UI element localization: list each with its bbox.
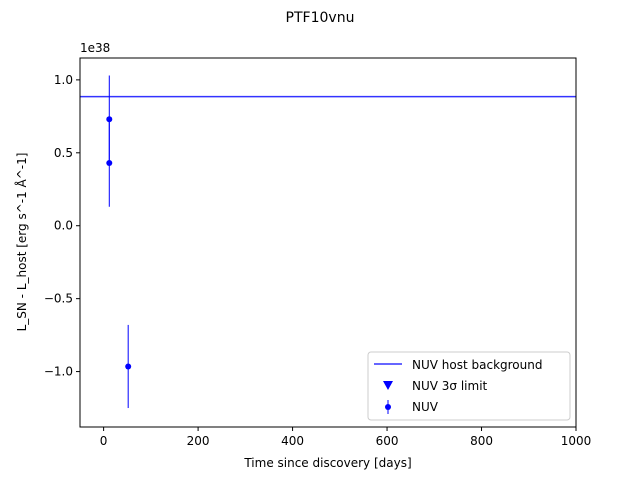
- chart-title: PTF10vnu: [286, 10, 355, 26]
- x-tick-label: 400: [281, 434, 304, 448]
- x-axis: 0 200 400 600 800 1000: [100, 427, 591, 448]
- legend-box: [367, 351, 571, 421]
- data-point: [125, 363, 132, 370]
- legend-nuv-marker-icon: [385, 404, 391, 410]
- y-offset-text: 1e38: [80, 41, 110, 55]
- legend: NUV host background NUV 3σ limit NUV: [367, 351, 571, 421]
- x-tick-label: 800: [470, 434, 493, 448]
- y-axis-label: L_SN - L_host [erg s^-1 Å^-1]: [14, 153, 29, 332]
- x-axis-label: Time since discovery [days]: [243, 456, 411, 470]
- legend-limit-triangle-icon: [383, 381, 393, 390]
- y-tick-label: −1.0: [44, 365, 73, 379]
- y-tick-label: 0.0: [54, 219, 73, 233]
- legend-nuv-label: NUV: [412, 400, 439, 414]
- x-tick-label: 1000: [561, 434, 592, 448]
- axes-frame: [79, 57, 577, 428]
- data-point: [106, 160, 113, 167]
- data-point: [106, 116, 113, 123]
- x-tick-label: 0: [100, 434, 108, 448]
- x-tick-label: 600: [376, 434, 399, 448]
- legend-limit-label: NUV 3σ limit: [412, 379, 488, 393]
- y-tick-label: 1.0: [54, 73, 73, 87]
- legend-host-label: NUV host background: [412, 358, 542, 372]
- x-tick-label: 200: [187, 434, 210, 448]
- y-tick-label: −0.5: [44, 292, 73, 306]
- plot-area: [80, 75, 576, 409]
- y-tick-label: 0.5: [54, 146, 73, 160]
- y-axis: −1.0 −0.5 0.0 0.5 1.0: [44, 73, 80, 379]
